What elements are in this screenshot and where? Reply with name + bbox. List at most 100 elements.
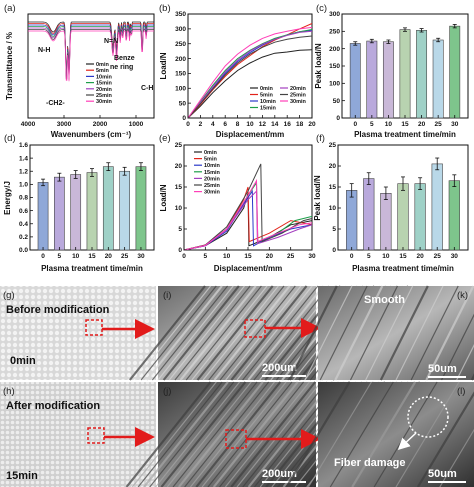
xtick-label: 14 — [271, 121, 279, 128]
xtick-label: 15 — [401, 121, 409, 128]
ytick-label: 5 — [332, 226, 336, 233]
img-h-corner: 15min — [6, 470, 38, 482]
xtick-label: 0 — [353, 121, 357, 128]
img-g-title: Before modification — [6, 304, 110, 316]
img-g-corner: 0min — [10, 355, 36, 367]
xtick-label: 20 — [416, 253, 424, 260]
bar — [399, 29, 411, 119]
ytick-label: 250 — [175, 41, 186, 48]
img-l-scale: 50um — [428, 468, 457, 480]
xtick-label: 10 — [72, 253, 80, 260]
bar — [382, 41, 394, 119]
c-ylabel: Peak load/N — [314, 43, 323, 89]
xtick-label: 30 — [451, 253, 459, 260]
ytick-label: 0 — [332, 247, 336, 254]
bar — [135, 166, 147, 251]
xtick-label: 0 — [182, 253, 186, 260]
xtick-label: 18 — [296, 121, 304, 128]
legend-entry: 10min — [204, 163, 221, 169]
bar — [37, 182, 49, 251]
xtick-label: 2 — [199, 121, 203, 128]
xtick-label: 10 — [382, 253, 390, 260]
bar — [449, 25, 461, 119]
xtick-label: 25 — [435, 121, 443, 128]
ytick-label: 100 — [329, 81, 340, 88]
ftir-chart: 4000 3000 2000 1000 Wavenumbers (cm⁻¹) Tran… — [5, 13, 155, 139]
xtick-label: 2000 — [93, 121, 108, 128]
sem-image-before-high: Smooth 50um — [288, 285, 474, 381]
xtick-label: 12 — [259, 121, 267, 128]
spectrum-20min — [28, 27, 154, 79]
legend-entry: 20min — [96, 87, 113, 93]
xtick-label: 20 — [418, 121, 426, 128]
xtick-label: 3000 — [57, 121, 72, 128]
spectrum-30min — [28, 30, 154, 82]
ytick-label: 1.4 — [19, 155, 28, 162]
a-ann-ring: ne ring — [110, 64, 133, 71]
ytick-label: 25 — [175, 142, 183, 149]
ytick-label: 20 — [175, 163, 183, 170]
xtick-label: 30 — [137, 253, 145, 260]
xtick-label: 5 — [367, 253, 371, 260]
bar — [346, 190, 358, 251]
f-xlabel: Plasma treatment time/min — [352, 264, 454, 273]
e-xlabel: Displacement/mm — [214, 264, 282, 273]
img-l-title: Fiber damage — [334, 457, 406, 469]
panel-label-f: (f) — [316, 133, 325, 144]
energy-bar-chart-d: 0.00.20.40.60.81.01.21.41.60 5 10 15 20 25 30 … — [3, 142, 155, 273]
xtick-label: 25 — [434, 253, 442, 260]
bar — [102, 166, 114, 251]
legend-entry: 30min — [290, 99, 307, 105]
ytick-label: 200 — [329, 46, 340, 53]
xtick-label: 0 — [350, 253, 354, 260]
bar — [416, 29, 428, 119]
ytick-label: 1.6 — [19, 142, 28, 149]
bar — [414, 183, 426, 251]
legend-entry: 20min — [290, 86, 307, 92]
ytick-label: 50 — [333, 98, 341, 105]
panel-label-e: (e) — [159, 133, 171, 144]
xtick-label: 6 — [223, 121, 227, 128]
sem-image-after-high: Fiber damage 50um — [285, 381, 474, 487]
spectrum-5min — [28, 23, 154, 74]
b-ylabel: Load/N — [159, 52, 168, 79]
a-ann-ch2: -CH2- — [46, 100, 65, 107]
bar — [432, 39, 444, 119]
ytick-label: 0.8 — [19, 195, 28, 202]
a-xlabel: Wavenumbers (cm⁻¹) — [51, 130, 132, 139]
xtick-label: 15 — [399, 253, 407, 260]
xtick-label: 16 — [284, 121, 292, 128]
panel-label-h: (h) — [3, 386, 15, 397]
ytick-label: 15 — [175, 184, 183, 191]
e-ylabel: Load/N — [159, 184, 168, 211]
ytick-label: 25 — [329, 142, 337, 149]
ytick-label: 50 — [179, 100, 187, 107]
fabric-photo-after: After modification 15min — [0, 382, 156, 487]
xtick-label: 4000 — [21, 121, 36, 128]
ytick-label: 10 — [175, 205, 183, 212]
bar — [54, 176, 65, 251]
spectrum-25min — [28, 29, 154, 80]
xtick-label: 30 — [308, 253, 316, 260]
a-ann-ch: C-H — [141, 85, 153, 92]
ytick-label: 0.0 — [19, 247, 28, 254]
legend-entry: 25min — [204, 183, 221, 189]
xtick-label: 5 — [58, 253, 62, 260]
xtick-label: 10 — [385, 121, 393, 128]
xtick-label: 20 — [308, 121, 316, 128]
xtick-label: 20 — [266, 253, 274, 260]
series-line-25min — [187, 35, 313, 119]
spectrum-15min — [28, 26, 154, 77]
legend-entry: 0min — [260, 86, 273, 92]
load-displacement-chart-e: 0 5 10 15 20 25 0 5 10 15 20 25 30 Displacement/mm L… — [159, 142, 316, 273]
xtick-label: 1000 — [129, 121, 144, 128]
ytick-label: 100 — [175, 85, 186, 92]
legend-entry: 5min — [96, 68, 109, 74]
ytick-label: 1.2 — [19, 168, 28, 175]
bar — [366, 40, 378, 119]
ytick-label: 0.2 — [19, 234, 28, 241]
panel-label-c: (c) — [316, 3, 327, 14]
ytick-label: 0 — [336, 115, 340, 122]
